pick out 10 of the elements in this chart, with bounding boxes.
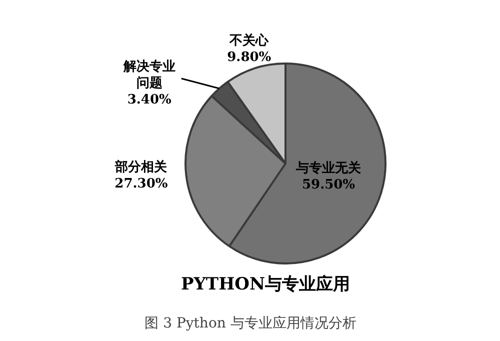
text: PYTHON与专业应用 xyxy=(181,274,350,294)
slice-label: 解决专业问题 xyxy=(122,58,176,91)
data-label: 3.40% xyxy=(127,92,172,108)
slice-label: 部分相关 xyxy=(114,158,168,175)
slice-label: 与专业无关 xyxy=(295,160,362,176)
data-label: 59.50% xyxy=(302,177,356,192)
slice-label: 不关心 xyxy=(228,32,270,48)
data-label: 9.80% xyxy=(227,50,272,65)
data-label: 27.30% xyxy=(114,176,168,192)
caption: 图 3 Python 与专业应用情况分析 xyxy=(144,316,356,332)
